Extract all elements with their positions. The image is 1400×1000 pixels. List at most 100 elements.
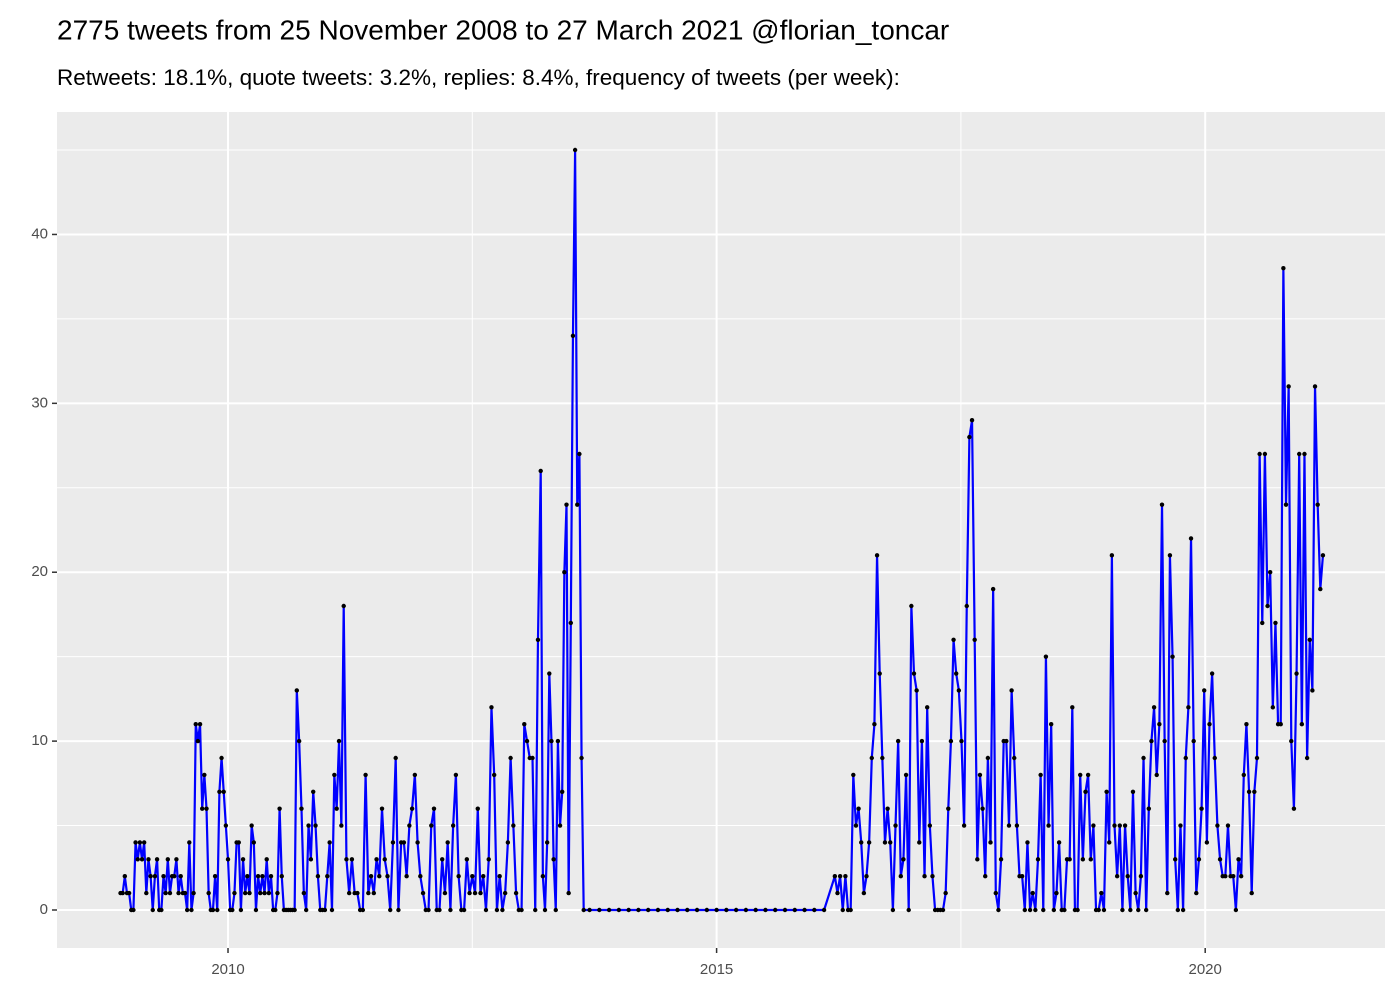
point	[453, 772, 459, 778]
point	[193, 722, 198, 727]
point	[325, 874, 330, 879]
point	[292, 907, 297, 913]
point	[975, 857, 980, 862]
point	[616, 907, 622, 913]
point	[152, 874, 158, 879]
point	[1265, 603, 1270, 609]
point	[174, 857, 179, 862]
point	[1194, 890, 1199, 896]
point	[1130, 789, 1136, 794]
x-tick-label: 2020	[1189, 961, 1222, 978]
point	[191, 890, 196, 896]
point	[393, 755, 398, 761]
plot-background	[57, 112, 1385, 948]
point	[888, 840, 893, 845]
point	[704, 907, 710, 913]
y-tick-label: 0	[40, 901, 48, 918]
point	[1096, 907, 1101, 913]
point	[753, 907, 758, 913]
point	[260, 874, 265, 879]
point	[812, 907, 817, 913]
point	[236, 840, 241, 845]
point	[1062, 907, 1067, 913]
point	[420, 890, 426, 896]
point	[763, 907, 768, 913]
point	[377, 874, 382, 879]
point	[547, 671, 552, 676]
point	[382, 857, 387, 862]
point	[415, 840, 420, 845]
chart-subtitle: Retweets: 18.1%, quote tweets: 3.2%, rep…	[57, 65, 900, 90]
point	[355, 890, 360, 896]
point	[922, 874, 927, 879]
point	[872, 722, 877, 727]
point	[154, 857, 160, 862]
point	[626, 907, 631, 913]
point	[144, 890, 149, 896]
point	[407, 823, 412, 828]
point	[390, 840, 396, 845]
point	[126, 890, 132, 896]
point	[954, 671, 959, 676]
point	[197, 722, 203, 727]
point	[1125, 874, 1130, 879]
y-tick-label: 40	[31, 225, 48, 242]
point	[210, 907, 216, 913]
point	[445, 840, 450, 845]
point	[344, 857, 349, 862]
point	[1025, 840, 1030, 845]
point	[262, 890, 267, 896]
point	[172, 874, 177, 879]
point	[917, 840, 922, 845]
point	[568, 620, 574, 626]
point	[969, 418, 975, 423]
point	[494, 907, 500, 913]
point	[341, 603, 346, 609]
point	[268, 874, 274, 879]
point	[240, 857, 246, 862]
point	[1046, 823, 1051, 828]
point	[983, 874, 988, 879]
point	[456, 874, 461, 879]
point	[927, 823, 933, 828]
point	[1191, 738, 1196, 744]
point	[1281, 266, 1286, 271]
point	[159, 907, 164, 913]
point	[308, 857, 314, 862]
point	[724, 907, 729, 913]
line	[120, 148, 1325, 912]
point	[1014, 823, 1020, 828]
point	[636, 907, 641, 913]
point	[581, 907, 586, 913]
point	[448, 907, 453, 913]
point	[898, 874, 904, 879]
point	[1312, 384, 1318, 389]
point	[1236, 857, 1241, 862]
point	[379, 806, 385, 811]
chart-title: 2775 tweets from 25 November 2008 to 27 …	[57, 14, 949, 45]
point	[184, 907, 190, 913]
point	[429, 823, 434, 828]
point	[1149, 738, 1154, 744]
point	[253, 907, 259, 913]
point	[273, 907, 278, 913]
point	[901, 857, 906, 862]
point	[914, 688, 919, 693]
point	[988, 840, 993, 845]
point	[401, 840, 407, 845]
point	[885, 806, 890, 811]
point	[1286, 384, 1291, 389]
point	[1257, 451, 1262, 457]
point	[204, 806, 209, 811]
point	[880, 755, 885, 761]
point	[967, 434, 972, 440]
point	[1262, 451, 1268, 457]
point	[1080, 857, 1086, 862]
point	[782, 907, 788, 913]
point	[368, 874, 374, 879]
point	[1297, 451, 1302, 457]
point	[1004, 738, 1009, 744]
point	[1209, 671, 1215, 676]
point	[553, 907, 558, 913]
point	[985, 755, 991, 761]
